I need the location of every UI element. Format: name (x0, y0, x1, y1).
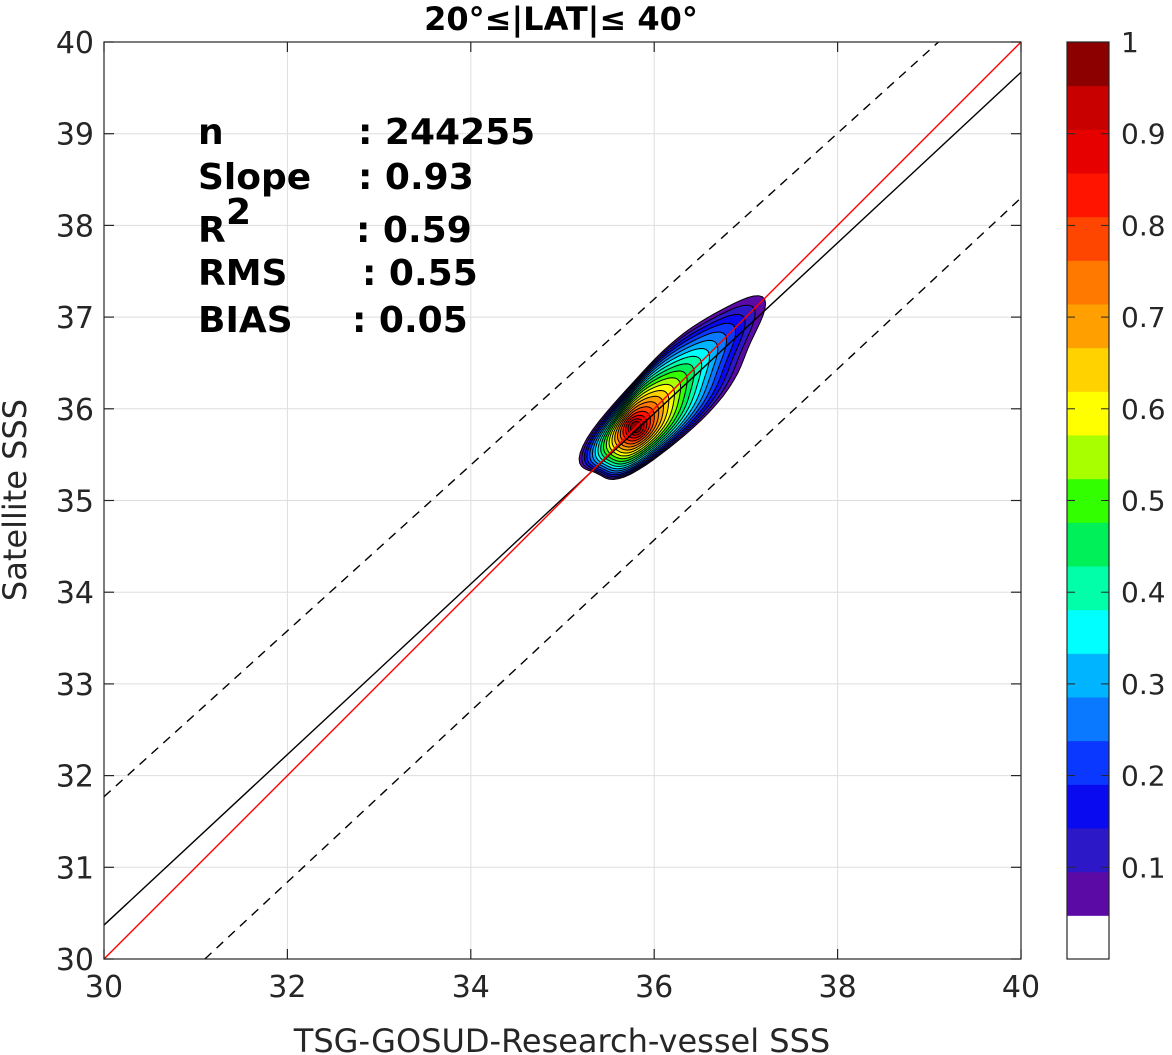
x-tick-label: 30 (85, 970, 123, 1005)
colorbar-segment (1067, 304, 1109, 349)
regression-line (103, 71, 1022, 926)
y-tick-label: 36 (56, 393, 94, 428)
colorbar-tick-label: 0.7 (1121, 301, 1166, 334)
colorbar-segment (1067, 871, 1109, 916)
colorbar-segment (1067, 260, 1109, 305)
y-axis-label: Satellite SSS (0, 399, 34, 601)
colorbar-segment (1067, 522, 1109, 567)
colorbar-segment (1067, 85, 1109, 130)
stat-label: n (198, 112, 224, 153)
y-tick-label: 40 (56, 26, 94, 61)
colorbar-segment (1067, 828, 1109, 873)
y-tick-label: 31 (56, 851, 94, 886)
y-tick-label: 37 (56, 301, 94, 336)
stat-label: R (198, 210, 226, 251)
y-tick-label: 32 (56, 760, 94, 795)
colorbar-segment (1067, 697, 1109, 742)
x-tick-label: 36 (635, 970, 673, 1005)
stat-value: : 0.55 (362, 253, 478, 294)
colorbar-tick-label: 0.9 (1121, 118, 1166, 151)
colorbar-segment (1067, 784, 1109, 829)
colorbar-segment (1067, 347, 1109, 392)
y-tick-label: 38 (56, 209, 94, 244)
colorbar-segment (1067, 42, 1109, 87)
x-tick-label: 32 (268, 970, 306, 1005)
stat-value: : 0.59 (356, 210, 472, 251)
x-tick-label: 40 (1002, 970, 1040, 1005)
y-axis-ticks: 30 31 32 33 34 35 36 37 38 39 40 (56, 26, 1021, 978)
upper-bound-dashed-line (103, 41, 939, 798)
stat-value: : 0.93 (358, 157, 474, 198)
y-tick-label: 39 (56, 118, 94, 153)
colorbar-segment (1067, 391, 1109, 436)
colorbar-segment (1067, 216, 1109, 261)
y-tick-label: 35 (56, 485, 94, 520)
colorbar-tick-label: 0.5 (1121, 485, 1166, 518)
colorbar-tick-label: 0.2 (1121, 760, 1166, 793)
colorbar-segment (1067, 915, 1109, 960)
stat-label-superscript: 2 (226, 192, 251, 233)
x-axis-ticks: 30 32 34 36 38 40 (85, 42, 1040, 1005)
stat-label: BIAS (198, 300, 293, 341)
stat-label: Slope (198, 157, 311, 198)
lower-bound-dashed-line (204, 197, 1022, 960)
colorbar-segment (1067, 609, 1109, 654)
stat-value: : 244255 (358, 112, 535, 153)
colorbar-segment (1067, 435, 1109, 480)
colorbar-tick-label: 0.3 (1121, 668, 1166, 701)
colorbar-tick-label: 0.8 (1121, 209, 1166, 242)
colorbar-segment (1067, 653, 1109, 698)
chart-title: 20°≤|LAT|≤ 40° (424, 0, 698, 39)
y-tick-label: 33 (56, 668, 94, 703)
colorbar: 0.1 0.2 0.3 0.4 0.5 0.6 0.7 0.8 0.9 1 (1066, 26, 1166, 960)
reference-lines (103, 41, 1022, 960)
x-axis-label: TSG-GOSUD-Research-vessel SSS (293, 1022, 830, 1055)
colorbar-segment (1067, 173, 1109, 218)
x-tick-label: 34 (452, 970, 490, 1005)
colorbar-segment (1067, 740, 1109, 785)
stat-value: : 0.05 (352, 300, 468, 341)
colorbar-tick-label: 0.1 (1121, 851, 1166, 884)
colorbar-tick-label: 1 (1121, 26, 1139, 59)
colorbar-tick-label: 0.6 (1121, 393, 1166, 426)
identity-line (103, 41, 1022, 960)
colorbar-segment (1067, 129, 1109, 174)
x-tick-label: 38 (819, 970, 857, 1005)
colorbar-tick-label: 0.4 (1121, 576, 1166, 609)
y-tick-label: 34 (56, 576, 94, 611)
y-tick-label: 30 (56, 943, 94, 978)
colorbar-segment (1067, 566, 1109, 611)
density-contours (578, 295, 767, 481)
statistics-box: n : 244255 Slope : 0.93 R 2 : 0.59 RMS : 0.55 BIA… (198, 112, 535, 341)
stat-label: RMS (198, 253, 287, 294)
